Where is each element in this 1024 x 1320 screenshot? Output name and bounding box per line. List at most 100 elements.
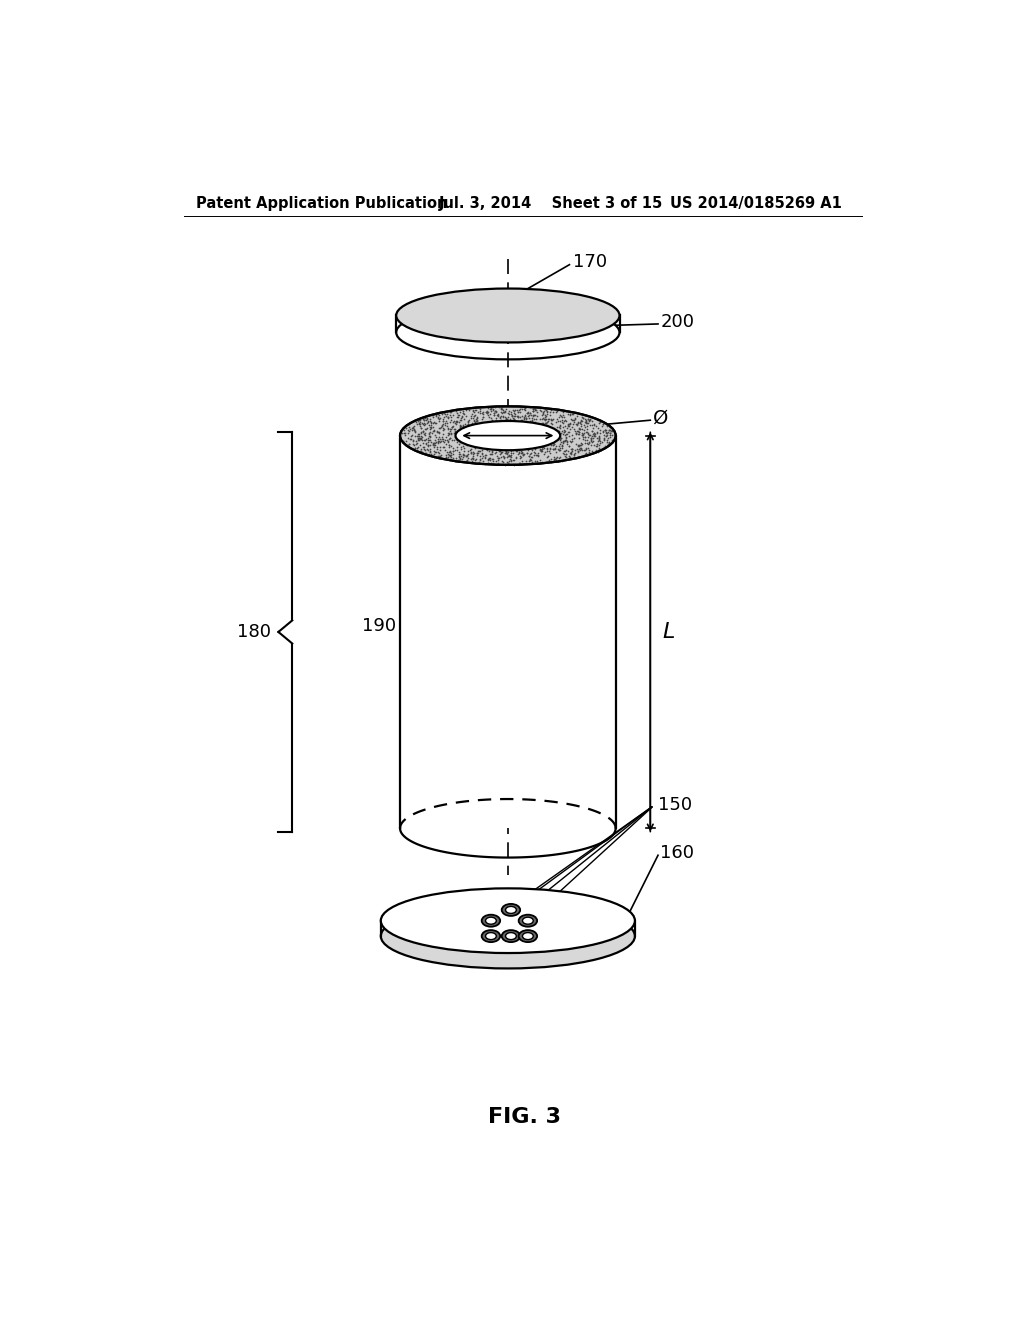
- Point: [415, 437, 431, 458]
- Point: [595, 437, 611, 458]
- Point: [551, 447, 567, 469]
- Point: [549, 417, 565, 438]
- Point: [582, 408, 598, 429]
- Point: [551, 416, 567, 437]
- Point: [413, 428, 429, 449]
- Point: [504, 405, 520, 426]
- Point: [583, 428, 599, 449]
- Point: [483, 409, 500, 430]
- Point: [498, 409, 514, 430]
- Point: [425, 446, 441, 467]
- Point: [591, 412, 607, 433]
- Point: [555, 433, 571, 454]
- Point: [446, 412, 463, 433]
- Point: [553, 405, 569, 426]
- Point: [526, 441, 543, 462]
- Point: [598, 425, 614, 446]
- Point: [416, 408, 432, 429]
- Point: [556, 420, 572, 441]
- Point: [459, 445, 475, 466]
- Point: [437, 404, 454, 425]
- Point: [569, 413, 586, 434]
- Point: [505, 408, 521, 429]
- Point: [474, 407, 490, 428]
- Point: [545, 408, 561, 429]
- Point: [589, 421, 605, 442]
- Point: [455, 417, 471, 438]
- Point: [417, 424, 433, 445]
- Point: [538, 399, 554, 420]
- Point: [579, 433, 595, 454]
- Point: [439, 422, 456, 444]
- Point: [521, 446, 538, 467]
- Point: [445, 430, 462, 451]
- Ellipse shape: [485, 917, 497, 924]
- Point: [449, 411, 465, 432]
- Point: [510, 444, 526, 465]
- Point: [508, 405, 524, 426]
- Point: [455, 400, 471, 421]
- Point: [460, 441, 476, 462]
- Point: [426, 441, 442, 462]
- Point: [525, 404, 542, 425]
- Point: [587, 422, 603, 444]
- Point: [418, 418, 434, 440]
- Point: [505, 453, 521, 474]
- Point: [555, 444, 571, 465]
- Point: [591, 428, 607, 449]
- Point: [541, 408, 557, 429]
- Point: [552, 433, 568, 454]
- Point: [553, 428, 569, 449]
- Point: [478, 403, 495, 424]
- Point: [569, 414, 586, 436]
- Point: [556, 421, 572, 442]
- Point: [579, 413, 595, 434]
- Point: [499, 442, 515, 463]
- Point: [571, 440, 588, 461]
- Point: [494, 450, 510, 471]
- Point: [583, 434, 599, 455]
- Point: [581, 432, 597, 453]
- Point: [428, 405, 444, 426]
- Point: [567, 421, 584, 442]
- Point: [589, 436, 605, 457]
- Point: [532, 440, 549, 461]
- Point: [505, 442, 521, 463]
- Point: [520, 407, 537, 428]
- Point: [453, 444, 469, 465]
- Point: [479, 440, 496, 461]
- Point: [425, 433, 441, 454]
- Point: [591, 434, 607, 455]
- Point: [521, 450, 538, 471]
- Point: [413, 428, 429, 449]
- Point: [466, 409, 482, 430]
- Point: [454, 449, 470, 470]
- Point: [572, 437, 589, 458]
- Point: [602, 422, 618, 444]
- Point: [426, 421, 442, 442]
- Point: [424, 405, 440, 426]
- Point: [442, 449, 459, 470]
- Point: [556, 425, 572, 446]
- Point: [418, 433, 434, 454]
- Point: [455, 446, 471, 467]
- Point: [437, 426, 454, 447]
- Point: [490, 404, 507, 425]
- Point: [438, 446, 455, 467]
- Point: [437, 440, 454, 461]
- Point: [558, 411, 574, 432]
- Point: [604, 430, 621, 451]
- Point: [431, 422, 447, 444]
- Point: [463, 449, 479, 470]
- Point: [477, 438, 494, 459]
- Point: [496, 446, 512, 467]
- Point: [482, 444, 499, 465]
- Point: [465, 408, 481, 429]
- Point: [411, 424, 427, 445]
- Point: [454, 414, 470, 436]
- Point: [479, 401, 496, 422]
- Point: [438, 412, 455, 433]
- Point: [575, 445, 592, 466]
- Point: [540, 408, 556, 429]
- Point: [520, 401, 537, 422]
